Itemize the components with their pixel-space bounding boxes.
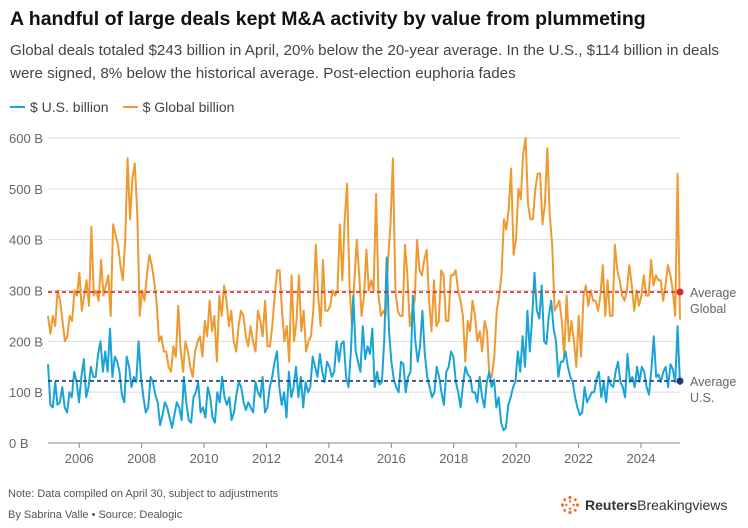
- avg-us-marker: [676, 377, 684, 385]
- line-chart: 0 B 100 B 200 B 300 B 400 B 500 B 600 B 2006 20…: [9, 131, 736, 466]
- y-tick-label: 100 B: [9, 385, 43, 400]
- y-tick-label: 0 B: [9, 436, 29, 451]
- series-line-us: [47, 256, 681, 432]
- brand-breakingviews: Breakingviews: [637, 497, 728, 513]
- x-tick-label: 2022: [564, 451, 593, 466]
- legend-swatch-us: [10, 106, 25, 108]
- legend-label-us: $ U.S. billion: [30, 99, 109, 115]
- y-tick-label: 300 B: [9, 284, 43, 299]
- avg-global-label: Global: [690, 302, 726, 316]
- y-tick-label: 200 B: [9, 334, 43, 349]
- x-tick-label: 2014: [314, 451, 343, 466]
- avg-global-marker: [676, 288, 684, 296]
- brand-reuters: Reuters: [585, 497, 638, 513]
- chart-legend: $ U.S. billion $ Global billion: [10, 96, 248, 118]
- y-tick-label: 600 B: [9, 131, 43, 146]
- legend-item-us: $ U.S. billion: [10, 99, 109, 115]
- legend-swatch-global: [122, 106, 138, 108]
- avg-global-label: Average: [690, 286, 736, 300]
- x-tick-label: 2010: [190, 451, 219, 466]
- reuters-dots-icon: [560, 495, 580, 515]
- footer-byline: By Sabrina Valle • Source: Dealogic: [8, 509, 183, 521]
- x-tick-label: 2020: [502, 451, 531, 466]
- x-tick-label: 2006: [65, 451, 94, 466]
- reuters-breakingviews-logo: Reuters Breakingviews: [560, 493, 727, 517]
- avg-us-label: U.S.: [690, 391, 714, 405]
- avg-us-label: Average: [690, 375, 736, 389]
- x-tick-label: 2024: [627, 451, 656, 466]
- footer-note: Note: Data compiled on April 30, subject…: [8, 488, 279, 500]
- legend-item-global: $ Global billion: [122, 99, 235, 115]
- x-tick-label: 2018: [439, 451, 468, 466]
- chart-subtitle: Global deals totaled $243 billion in Apr…: [10, 42, 719, 82]
- x-tick-label: 2012: [252, 451, 281, 466]
- y-tick-label: 400 B: [9, 233, 43, 248]
- chart-title: A handful of large deals kept M&A activi…: [10, 8, 646, 30]
- x-tick-label: 2016: [377, 451, 406, 466]
- series-line-global: [47, 137, 681, 378]
- y-tick-label: 500 B: [9, 182, 43, 197]
- legend-label-global: $ Global billion: [142, 99, 235, 115]
- x-tick-label: 2008: [127, 451, 156, 466]
